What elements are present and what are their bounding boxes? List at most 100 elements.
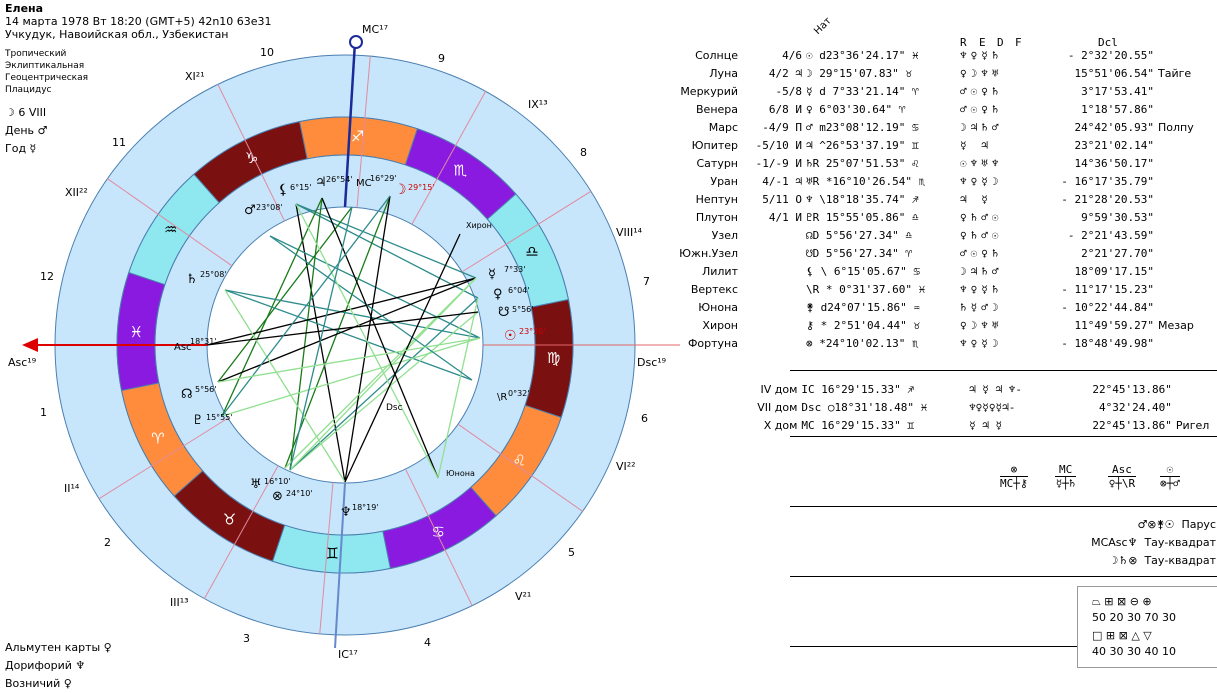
- zodiac-sign-icon: ♎: [525, 243, 538, 261]
- planet-house: 4/2 ♃: [768, 66, 802, 80]
- planet-row[interactable]: Юнона ⚵ d24°07'15.86" ♒ ♄☿♂☽ - 10°22'44.84": [660, 298, 1200, 316]
- house-cusp-3: III¹³: [170, 596, 189, 609]
- inner-label-uranus-deg: 16°10': [264, 477, 291, 486]
- planet-position: ⚸ \ 6°15'05.67" ♋: [806, 264, 921, 278]
- planet-house: -4/9 П: [762, 120, 802, 134]
- aspect-line: [221, 337, 481, 417]
- aspect-line: [284, 195, 391, 469]
- birth-datetime: 14 марта 1978 Вт 18:20 (GMT+5) 42n10 63e…: [5, 15, 272, 28]
- planet-dignities: ♄☿♂☽: [960, 300, 1003, 314]
- planet-position: \R * 0°31'37.60" ♓: [806, 282, 926, 296]
- planet-position: ☉ d23°36'24.17" ♓: [806, 48, 919, 62]
- node-icon: ☊: [181, 387, 193, 402]
- arabic-part-1: ⊗ MC┼⚷: [1000, 463, 1028, 490]
- birth-place: Учкудук, Навоийская обл., Узбекистан: [5, 28, 229, 41]
- planet-declination: - 2°21'43.59": [1067, 228, 1154, 242]
- planet-declination: 3°17'53.41": [1081, 84, 1154, 98]
- house-cusp-line: [98, 417, 229, 500]
- house-name: X дом: [763, 418, 798, 432]
- planet-dignities: ☽♃♄♂: [960, 264, 1003, 278]
- house-cusp-6: VI²²: [616, 460, 636, 473]
- natal-chart-wheel[interactable]: ♈♉♊♋♌♍♎♏♐♑♒♓ MC¹⁷ IC¹⁷ Asc¹⁹ Dsc¹⁹ XI²¹ …: [0, 0, 700, 692]
- inner-label-mars-deg: 23°08': [256, 203, 283, 212]
- inner-label-neptune-deg: 18°19': [352, 503, 379, 512]
- arabic-part-4: ☉ ⊗┼♂: [1160, 463, 1180, 490]
- configuration-2: MCAsc♆ Тау-квадрат: [1091, 536, 1216, 549]
- planet-dignities: ♂☉♀♄: [960, 246, 1003, 260]
- planet-house: 6/8 И: [768, 102, 802, 116]
- planet-row[interactable]: Нептун 5/11 О ♆ \18°18'35.74" ♐ ♃ ☿ - 21°28'…: [660, 190, 1200, 208]
- planet-star: Полпу: [1158, 120, 1194, 134]
- planet-row[interactable]: Узел ☊D 5°56'27.34" ♎ ♀♄♂☉ - 2°21'43.59": [660, 226, 1200, 244]
- house-position: MC 16°29'15.33" ♊: [801, 418, 915, 432]
- aspect-line: [289, 297, 479, 471]
- planet-name: Фортуна: [687, 336, 738, 350]
- arabic-part-3: Asc ♀┼\R: [1108, 463, 1136, 490]
- planet-star: [1156, 244, 1200, 262]
- configuration-3-symbols: ☽♄⊗: [1108, 554, 1138, 567]
- planet-name: Южн.Узел: [679, 246, 738, 260]
- planet-row[interactable]: Вертекс \R * 0°31'37.60" ♓ ♆♀☿♄ - 11°17'15.…: [660, 280, 1200, 298]
- planet-dignities: ♆♀☿☽: [960, 174, 1003, 188]
- planet-house: -5/10 И: [755, 138, 802, 152]
- planet-star: [1156, 226, 1200, 244]
- dsc-label: Dsc¹⁹: [637, 356, 666, 369]
- planet-house: -5/8: [775, 84, 803, 98]
- aspect-lines: [206, 195, 481, 483]
- inner-label-vertex-deg: 0°32': [508, 389, 529, 398]
- divider-arabic: [790, 506, 1217, 507]
- planet-row[interactable]: Южн.Узел ☋D 5°56'27.34" ♈ ♂☉♀♄ 2°21'27.70": [660, 244, 1200, 262]
- planet-position: ♄R 25°07'51.53" ♌: [806, 156, 919, 170]
- planet-row[interactable]: Луна 4/2 ♃ ☽ 29°15'07.83" ♉ ♀☽♆♅ 15°51'06.54…: [660, 64, 1200, 82]
- planet-declination: 2°21'27.70": [1081, 246, 1154, 260]
- mars-icon: ♂: [244, 203, 256, 218]
- planet-row[interactable]: Меркурий -5/8 ☿ d 7°33'21.14" ♈ ♂☉♀♄ 3°17'53…: [660, 82, 1200, 100]
- inner-label-sun-deg: 23°36': [519, 327, 546, 336]
- house-name: VII дом: [757, 400, 798, 414]
- planet-dignities: ♂☉♀♄: [960, 84, 1003, 98]
- inner-label-chiron: Хирон: [466, 221, 492, 230]
- col-e: E: [979, 36, 986, 49]
- planet-house: [740, 298, 804, 316]
- planet-name: Юпитер: [691, 138, 738, 152]
- planet-row[interactable]: Сатурн -1/-9 И ♄R 25°07'51.53" ♌ ☉♆♅♆ 14°36'…: [660, 154, 1200, 172]
- planet-dignities: ♀♄♂☉: [960, 210, 1003, 224]
- sun-icon: ☉: [504, 328, 517, 344]
- planet-row[interactable]: Лилит ⚸ \ 6°15'05.67" ♋ ☽♃♄♂ 18°09'17.15": [660, 262, 1200, 280]
- house-cusp-line: [411, 91, 487, 225]
- aspect-line: [224, 289, 346, 483]
- house-cusp-line: [356, 56, 371, 208]
- planet-name: Юнона: [698, 300, 738, 314]
- uranus-icon: ♅: [250, 477, 262, 492]
- house-cusp-line: [461, 190, 592, 273]
- planet-row[interactable]: Венера 6/8 И ♀ 6°03'30.64" ♈ ♂☉♀♄ 1°18'57.86…: [660, 100, 1200, 118]
- planet-star: [1156, 190, 1200, 208]
- planet-row[interactable]: Юпитер -5/10 И ♃ ^26°53'37.19" ♊ ☿ ♃ 23°21'0…: [660, 136, 1200, 154]
- planet-row[interactable]: Хирон ⚷ * 2°51'04.44" ♉ ♀☽♆♅ 11°49'59.27" Ме…: [660, 316, 1200, 334]
- col-dcl: Dcl: [1098, 36, 1118, 49]
- house-row[interactable]: IV дом IC 16°29'15.33" ♐ ♃ ☿ ♃ ♆- 22°45'13.…: [740, 380, 1217, 398]
- house-row[interactable]: VII дом Dsc ○18°31'18.48" ♓ ♆♀☿♀☿♃- 4°32'24…: [740, 398, 1217, 416]
- planet-row[interactable]: Марс -4/9 П ♂ m23°08'12.19" ♋ ☽♃♄♂ 24°42'05.…: [660, 118, 1200, 136]
- planet-row[interactable]: Солнце 4/6 ☉ d23°36'24.17" ♓ ♆♀☿♄ - 2°32'20.…: [660, 46, 1200, 64]
- planet-name: Солнце: [695, 48, 738, 62]
- planet-row[interactable]: Фортуна ⊗ *24°10'02.13" ♏ ♆♀☿☽ - 18°48'49.9…: [660, 334, 1200, 352]
- planet-position: ♅R *16°10'26.54" ♏: [806, 174, 926, 188]
- arabic-part-1-top: ⊗: [1000, 463, 1028, 477]
- saturn-icon: ♄: [186, 272, 198, 287]
- aspect-stats-row1-values: 50 20 30 70 30: [1092, 611, 1176, 624]
- house-declination: 22°45'13.86": [1092, 382, 1172, 396]
- house-row[interactable]: X дом MC 16°29'15.33" ♊ ☿ ♃ ☿ 22°45'13.86" Р…: [740, 416, 1217, 434]
- house-cusp-line: [217, 84, 285, 222]
- configuration-2-symbols: MCAsc♆: [1091, 536, 1138, 549]
- planet-name: Сатурн: [696, 156, 738, 170]
- planet-row[interactable]: Плутон 4/1 И ♇R 15°55'05.86" ♎ ♀♄♂☉ 9°59'30.…: [660, 208, 1200, 226]
- house-number-8: 8: [580, 146, 587, 159]
- divider-bottom: [790, 646, 1077, 647]
- planet-house: 4/1 И: [768, 210, 802, 224]
- planet-name: Меркурий: [680, 84, 738, 98]
- house-lines: [55, 56, 635, 634]
- house-position: IC 16°29'15.33" ♐: [801, 382, 915, 396]
- planet-star: [1156, 334, 1200, 352]
- planet-row[interactable]: Уран 4/-1 ♃ ♅R *16°10'26.54" ♏ ♆♀☿☽ - 16°17'…: [660, 172, 1200, 190]
